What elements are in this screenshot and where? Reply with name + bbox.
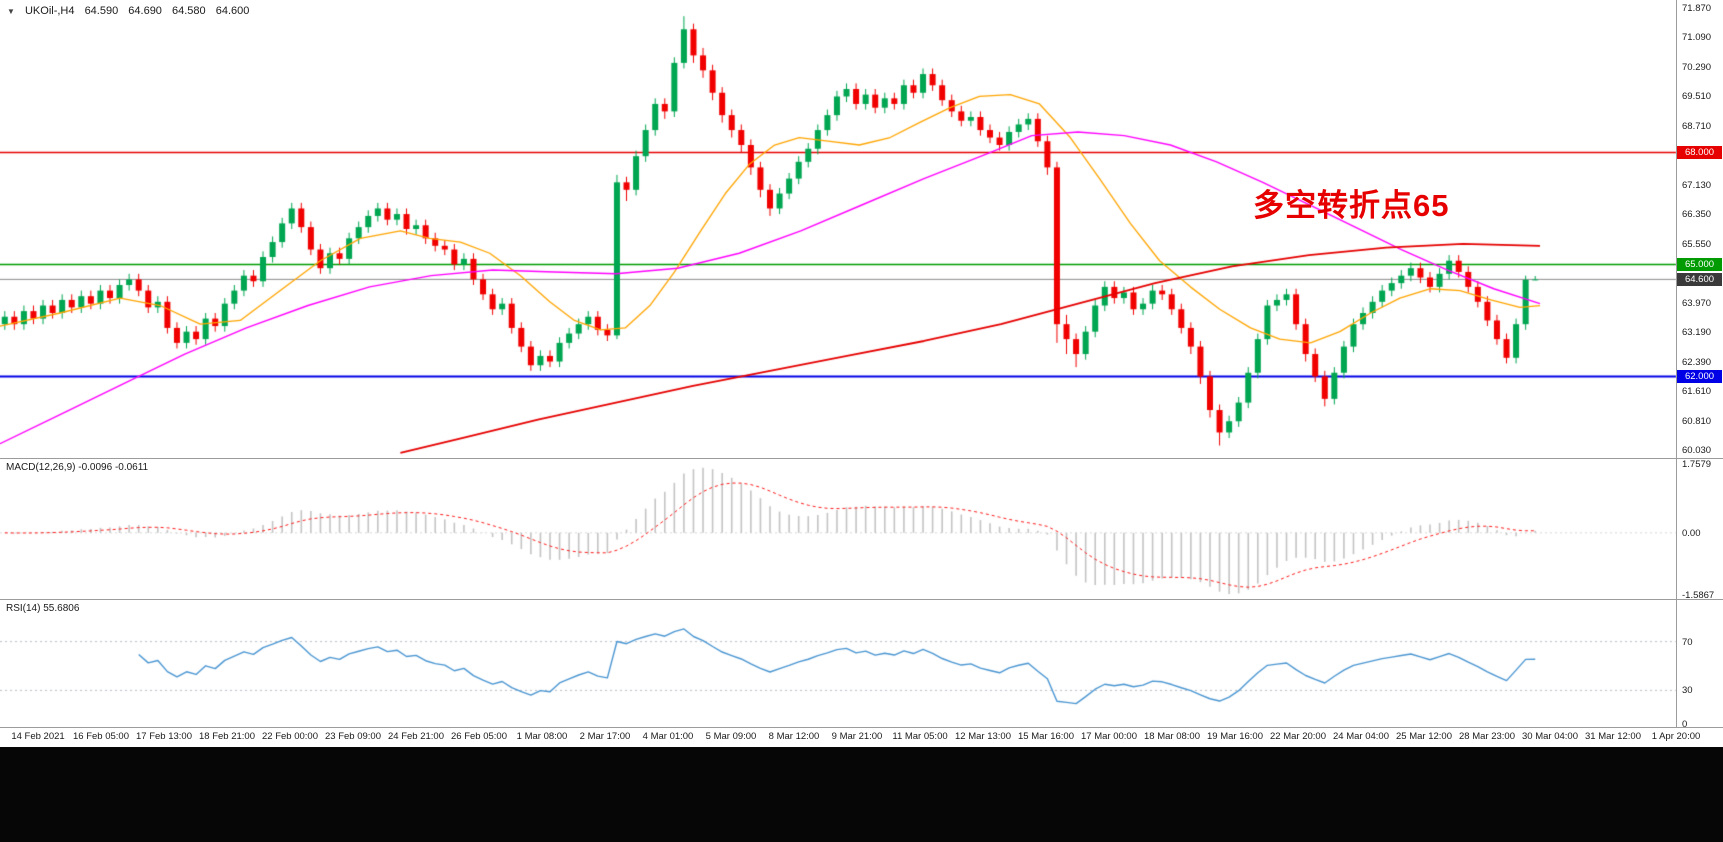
time-tick-label: 15 Mar 16:00 [1018,731,1074,742]
time-tick-label: 16 Feb 05:00 [73,731,129,742]
price-tick-label: 63.970 [1682,297,1712,309]
rsi-tick-label: 70 [1682,636,1693,648]
time-axis[interactable]: 14 Feb 2021 16 Feb 05:00 17 Feb 13:00 18 Fe… [0,728,1723,747]
time-tick-label: 23 Feb 09:00 [325,731,381,742]
time-tick-label: 31 Mar 12:00 [1585,731,1641,742]
time-tick-label: 14 Feb 2021 [11,731,65,742]
pivot-price-badge-65: 65.000 [1677,257,1722,271]
time-tick-label: 22 Feb 00:00 [262,731,318,742]
price-tick-label: 66.350 [1682,209,1712,221]
ohlc-high-value: 64.690 [128,5,162,17]
time-tick-label: 17 Mar 00:00 [1081,731,1137,742]
chart-dropdown-icon[interactable]: ▼ [7,7,15,16]
time-tick-label: 24 Feb 21:00 [388,731,444,742]
price-tick-label: 71.090 [1682,32,1712,44]
time-tick-label: 2 Mar 17:00 [579,731,631,742]
time-tick-label: 25 Mar 12:00 [1396,731,1452,742]
price-tick-label: 70.290 [1682,61,1712,73]
time-tick-label: 1 Apr 20:00 [1651,731,1701,742]
macd-pane-separator[interactable] [0,458,1723,459]
macd-indicator-label: MACD(12,26,9) -0.0096 -0.0611 [6,462,149,473]
price-tick-label: 61.610 [1682,386,1712,398]
time-tick-label: 9 Mar 21:00 [831,731,883,742]
rsi-indicator-label: RSI(14) 55.6806 [6,603,80,614]
price-axis-separator [1676,0,1677,747]
time-tick-label: 28 Mar 23:00 [1459,731,1515,742]
current-price-badge: 64.600 [1677,272,1722,286]
price-tick-label: 71.870 [1682,3,1712,14]
time-tick-label: 24 Mar 04:00 [1333,731,1389,742]
rsi-pane-separator[interactable] [0,599,1723,600]
time-tick-label: 18 Feb 21:00 [199,731,255,742]
price-tick-label: 67.130 [1682,179,1712,191]
price-tick-label: 68.710 [1682,120,1712,132]
time-tick-label: 19 Mar 16:00 [1207,731,1263,742]
price-tick-label: 69.510 [1682,91,1712,103]
support-price-badge-62: 62.000 [1677,369,1722,383]
time-tick-label: 12 Mar 13:00 [955,731,1011,742]
time-tick-label: 5 Mar 09:00 [705,731,757,742]
chart-canvas[interactable] [0,0,1723,747]
price-tick-label: 60.030 [1682,445,1712,456]
ohlc-open-value: 64.590 [84,5,119,17]
time-tick-label: 1 Mar 08:00 [516,731,568,742]
macd-tick-label: 0.00 [1682,527,1701,539]
time-tick-label: 8 Mar 12:00 [768,731,820,742]
price-axis[interactable]: 71.870 71.090 70.290 69.510 68.710 67.130 66.3… [1676,0,1723,747]
time-tick-label: 11 Mar 05:00 [892,731,948,742]
macd-tick-label: -1.5867 [1682,590,1715,601]
time-tick-label: 26 Feb 05:00 [451,731,507,742]
price-tick-label: 60.810 [1682,415,1712,427]
symbol-header: ▼ UKOil-,H4 64.590 64.690 64.580 64.600 [7,5,256,17]
rsi-tick-label: 0 [1682,719,1688,730]
time-tick-label: 30 Mar 04:00 [1522,731,1578,742]
time-tick-label: 18 Mar 08:00 [1144,731,1200,742]
chart-annotation-text[interactable]: 多空转折点65 [1253,188,1450,223]
ohlc-low-value: 64.580 [172,5,206,17]
price-tick-label: 65.550 [1682,238,1712,250]
macd-tick-label: 1.7579 [1682,459,1712,470]
rsi-tick-label: 30 [1682,685,1693,697]
symbol-period-label: UKOil-,H4 [24,5,75,17]
time-tick-label: 17 Feb 13:00 [136,731,192,742]
time-axis-separator [0,727,1723,728]
time-tick-label: 22 Mar 20:00 [1270,731,1326,742]
resistance-price-badge-68: 68.000 [1677,145,1722,159]
price-tick-label: 62.390 [1682,356,1712,368]
bottom-black-bar [0,747,1723,842]
time-tick-label: 4 Mar 01:00 [642,731,694,742]
ohlc-close-value: 64.600 [215,5,250,17]
price-tick-label: 63.190 [1682,327,1712,339]
